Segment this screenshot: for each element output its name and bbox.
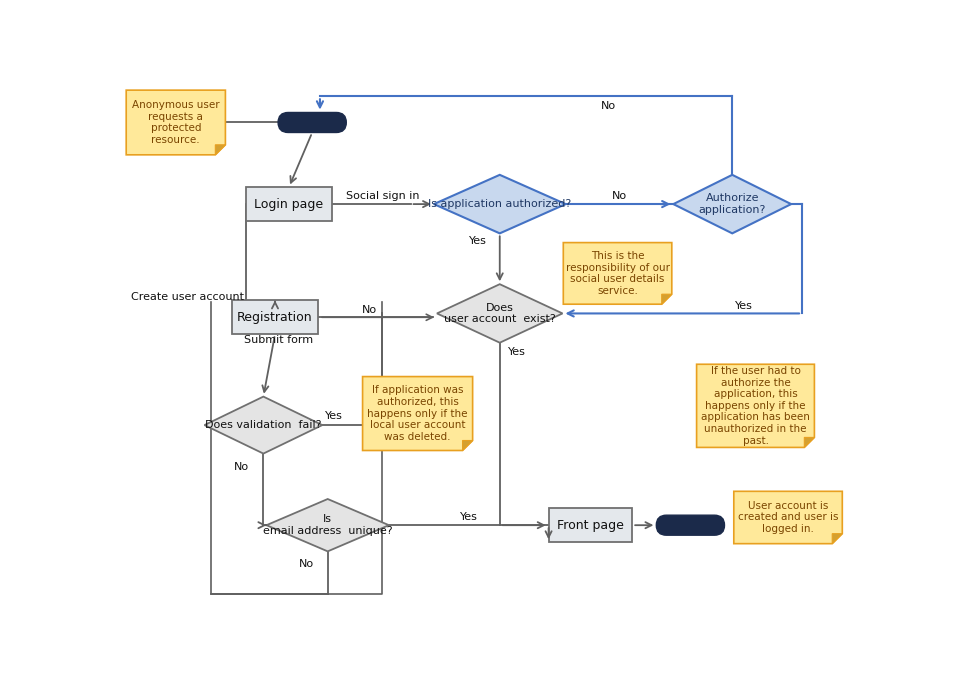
FancyBboxPatch shape — [246, 187, 332, 221]
Text: Login page: Login page — [254, 198, 324, 211]
Polygon shape — [733, 491, 842, 543]
Text: Social sign in: Social sign in — [347, 190, 420, 201]
FancyBboxPatch shape — [548, 508, 633, 542]
Text: No: No — [601, 100, 615, 111]
Polygon shape — [661, 294, 672, 304]
Text: If the user had to
authorize the
application, this
happens only if the
applicati: If the user had to authorize the applica… — [701, 366, 810, 446]
Text: No: No — [234, 462, 250, 473]
Polygon shape — [204, 396, 323, 453]
Text: No: No — [362, 304, 377, 315]
Text: Does validation  fail?: Does validation fail? — [205, 420, 322, 430]
Text: Does
user account  exist?: Does user account exist? — [444, 303, 556, 324]
Text: If application was
authorized, this
happens only if the
local user account
was d: If application was authorized, this happ… — [368, 385, 468, 442]
Text: Front page: Front page — [557, 519, 624, 532]
Polygon shape — [697, 364, 814, 447]
Polygon shape — [832, 534, 842, 543]
Polygon shape — [267, 499, 389, 552]
Polygon shape — [215, 145, 226, 155]
Text: Yes: Yes — [460, 513, 478, 523]
Polygon shape — [437, 284, 563, 343]
Polygon shape — [463, 440, 472, 451]
Text: Yes: Yes — [508, 347, 526, 357]
FancyBboxPatch shape — [278, 113, 347, 133]
Text: Registration: Registration — [237, 311, 313, 324]
Polygon shape — [564, 243, 672, 304]
Text: Submit form: Submit form — [244, 335, 313, 346]
Text: Create user account: Create user account — [131, 291, 244, 302]
Text: No: No — [612, 192, 627, 201]
Text: Yes: Yes — [469, 236, 487, 246]
Polygon shape — [126, 90, 226, 155]
Text: Anonymous user
requests a
protected
resource.: Anonymous user requests a protected reso… — [132, 100, 220, 145]
Text: Authorize
application?: Authorize application? — [699, 193, 766, 215]
Text: This is the
responsibility of our
social user details
service.: This is the responsibility of our social… — [565, 251, 669, 296]
Polygon shape — [673, 174, 791, 234]
Text: No: No — [299, 559, 314, 569]
Polygon shape — [804, 438, 814, 447]
Polygon shape — [434, 174, 565, 234]
FancyBboxPatch shape — [657, 515, 725, 535]
Text: Yes: Yes — [735, 301, 753, 311]
Text: Yes: Yes — [325, 411, 343, 421]
Text: User account is
created and user is
logged in.: User account is created and user is logg… — [738, 501, 838, 534]
Text: Is
email address  unique?: Is email address unique? — [263, 515, 393, 536]
Text: Is application authorized?: Is application authorized? — [428, 199, 571, 209]
Polygon shape — [363, 376, 472, 451]
FancyBboxPatch shape — [232, 300, 318, 335]
